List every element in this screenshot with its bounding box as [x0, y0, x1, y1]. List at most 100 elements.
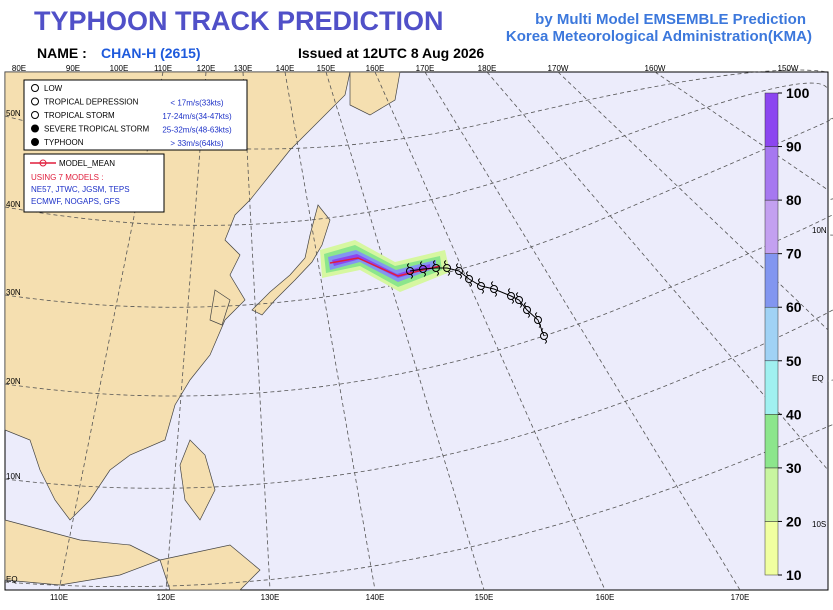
legend-label: TROPICAL STORM [44, 111, 115, 120]
probability-plume [320, 240, 450, 292]
legend-speed: < 17m/s(33kts) [170, 99, 223, 108]
legend-symbol [31, 111, 39, 119]
typhoon-tail [516, 292, 522, 308]
lon-label: 180E [478, 64, 497, 73]
storm-name: CHAN-H (2615) [101, 45, 201, 61]
colorbar-segment [764, 253, 779, 308]
colorbar-label: 30 [786, 460, 802, 476]
lon-label: 150W [778, 64, 799, 73]
lon-label: 120E [197, 64, 216, 73]
typhoon-symbol [490, 285, 498, 293]
legend: MODEL_MEAN USING 7 MODELS : NE57, JTWC, … [23, 79, 248, 213]
legend-symbol [31, 138, 39, 146]
lon-label: 120E [157, 593, 176, 602]
lon-label: 160E [596, 593, 615, 602]
typhoon-symbol [507, 292, 515, 300]
typhoon-symbol [419, 265, 427, 273]
lat-label: 40N [6, 200, 21, 209]
legend-label: TYPHOON [44, 138, 84, 147]
colorbar-label: 40 [786, 406, 802, 422]
typhoon-tail [524, 302, 530, 318]
lat-label: 10S [812, 520, 826, 529]
colorbar-segment [764, 92, 779, 147]
name-label: NAME : [37, 45, 87, 61]
typhoon-tail [456, 263, 462, 279]
issued: Issued at 12UTC 8 Aug 2026 [298, 45, 484, 61]
colorbar-label: 10 [786, 567, 802, 583]
legend-symbol [31, 124, 39, 133]
typhoon-symbol [443, 264, 451, 272]
model-count: USING 7 MODELS : [31, 173, 103, 182]
model-list: NE57, JTWC, JGSM, TEPS [31, 185, 130, 194]
lat-label: EQ [812, 374, 824, 383]
lat-label: 50N [6, 109, 21, 118]
colorbar-label: 20 [786, 513, 802, 529]
colorbar-segment [764, 521, 779, 576]
lon-label: 150E [317, 64, 336, 73]
colorbar-segment [764, 146, 779, 201]
lon-label: 90E [66, 64, 80, 73]
colorbar-segment [764, 467, 779, 522]
lat-label: 30N [6, 288, 21, 297]
typhoon-symbol [523, 306, 531, 314]
legend-box [23, 79, 248, 151]
typhoon-symbol [540, 332, 548, 340]
colorbar-label: 80 [786, 192, 802, 208]
typhoon-symbol [477, 282, 485, 290]
colorbar-segment [764, 360, 779, 415]
lon-label: 150E [475, 593, 494, 602]
typhoon-tail [407, 263, 413, 279]
colorbar-label: 50 [786, 353, 802, 369]
lon-label: 170W [548, 64, 569, 73]
typhoon-symbol [515, 296, 523, 304]
typhoon-tail [478, 278, 484, 294]
legend-symbol [31, 84, 39, 92]
mean-marker [39, 159, 47, 167]
legend-symbol [31, 97, 39, 106]
lon-label: 110E [50, 593, 68, 602]
model-list: ECMWF, NOGAPS, GFS [31, 197, 120, 206]
typhoon-symbol [465, 275, 473, 283]
colorbar-label: 90 [786, 139, 802, 155]
typhoon-symbol [455, 267, 463, 275]
lon-label: 110E [154, 64, 172, 73]
lon-label: 140E [366, 593, 385, 602]
legend-speed: 25-32m/s(48-63kts) [162, 126, 232, 135]
lon-label: 170E [416, 64, 435, 73]
lon-label: 130E [261, 593, 280, 602]
colorbar-label: 70 [786, 246, 802, 262]
lon-label: 130E [234, 64, 253, 73]
typhoon-tail [541, 328, 547, 344]
lat-label: EQ [6, 575, 18, 584]
legend-speed: > 33m/s(64kts) [170, 139, 223, 148]
legend-label: TROPICAL DEPRESSION [44, 98, 139, 107]
typhoon-tail [466, 271, 472, 287]
typhoon-tail [491, 281, 497, 297]
colorbar-segment [764, 199, 779, 254]
legend-label: LOW [44, 84, 63, 93]
lon-label: 160W [645, 64, 666, 73]
colorbar-segment [764, 414, 779, 469]
colorbar-segment [764, 306, 779, 362]
lon-label: 140E [276, 64, 295, 73]
colorbar-label: 100 [786, 85, 810, 101]
subtitle: Korea Meteorological Administration(KMA) [506, 28, 812, 45]
lat-label: 10N [6, 472, 21, 481]
legend-label: SEVERE TROPICAL STORM [44, 125, 150, 134]
track-line [409, 267, 545, 337]
lon-label: 80E [12, 64, 26, 73]
lon-label: 100E [110, 64, 129, 73]
typhoon-tail [433, 260, 439, 276]
track [406, 260, 548, 344]
typhoon-tail [444, 260, 450, 276]
colorbar-label: 60 [786, 299, 802, 315]
lat-label: 10N [812, 226, 827, 235]
mean-label: MODEL_MEAN [59, 159, 115, 168]
lon-label: 170E [731, 593, 750, 602]
typhoon-tail [420, 261, 426, 277]
subtitle: by Multi Model EMSEMBLE Prediction [535, 11, 806, 28]
lat-label: 20N [6, 377, 21, 386]
typhoon-tail [508, 288, 514, 304]
typhoon-symbol [534, 316, 542, 324]
